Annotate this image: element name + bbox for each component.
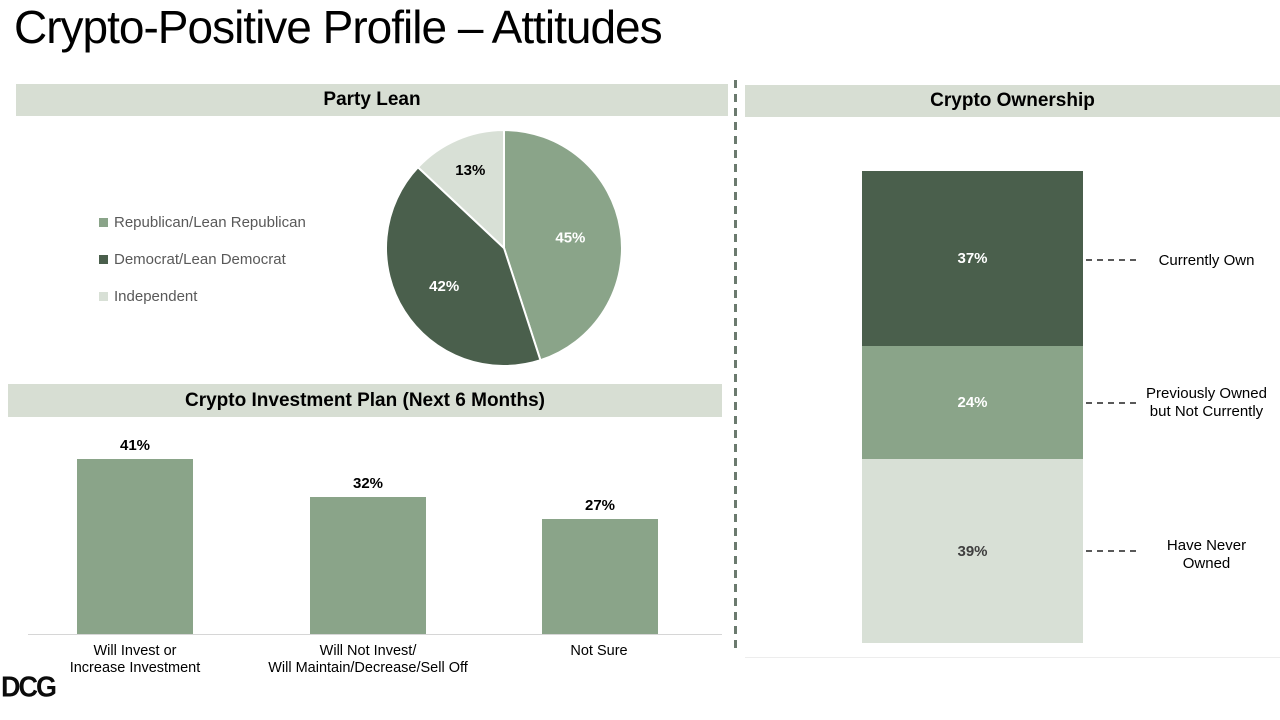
bar-rect: [542, 519, 658, 634]
leader-line-currently-own: [1086, 259, 1136, 261]
legend-item-democrat: Democrat/Lean Democrat: [99, 251, 306, 268]
independent-swatch: [99, 292, 108, 301]
legend-label: Republican/Lean Republican: [114, 214, 306, 231]
investment-plan-title: Crypto Investment Plan (Next 6 Months): [185, 389, 545, 411]
ownership-label: Previously Owned but Not Currently: [1146, 385, 1267, 420]
party-lean-header: Party Lean: [16, 84, 728, 116]
bar-chart-axis: [28, 634, 722, 635]
legend-label: Democrat/Lean Democrat: [114, 251, 286, 268]
bar-not-sure: 27%: [542, 497, 658, 634]
pie-slice-label: 13%: [455, 162, 485, 179]
democrat-swatch: [99, 255, 108, 264]
bar-value-label: 41%: [119, 437, 151, 454]
bar-rect: [310, 497, 426, 634]
pie-slice: [416, 128, 505, 251]
segment-value-label: 37%: [957, 250, 988, 267]
pie-chart-svg: 45% 42% 13%: [385, 128, 623, 367]
ownership-stacked-bar: 37% 24% 39%: [862, 171, 1083, 643]
bar-will-not-invest: 32%: [310, 475, 426, 634]
bar-category-label: Will Not Invest/ Will Maintain/Decrease/…: [268, 643, 468, 677]
crypto-ownership-header: Crypto Ownership: [745, 85, 1280, 117]
ownership-label: Have Never Owned: [1166, 537, 1247, 572]
segment-value-label: 24%: [957, 394, 988, 411]
ownership-baseline: [745, 657, 1280, 658]
bar-value-label: 32%: [352, 475, 384, 492]
dcg-logo: DCG: [1, 671, 57, 703]
bar-value-label: 27%: [584, 497, 616, 514]
legend-item-independent: Independent: [99, 288, 306, 305]
pie-slice-label: 45%: [555, 230, 585, 247]
bar-will-invest: 41%: [77, 437, 193, 634]
page-title: Crypto-Positive Profile – Attitudes: [14, 1, 663, 53]
leader-line-never-owned: [1086, 550, 1136, 552]
segment-value-label: 39%: [957, 542, 988, 560]
pie-slice: [385, 165, 542, 367]
segment-previously-owned: 24%: [862, 346, 1083, 459]
bar-category-label: Will Invest or Increase Investment: [69, 643, 201, 677]
party-lean-legend: Republican/Lean Republican Democrat/Lean…: [99, 214, 306, 325]
pie-slice: [503, 128, 623, 362]
investment-plan-header: Crypto Investment Plan (Next 6 Months): [8, 384, 722, 417]
leader-line-previously-owned: [1086, 402, 1136, 404]
pie-slice-label: 42%: [429, 278, 459, 295]
party-lean-title: Party Lean: [323, 89, 421, 110]
bar-rect: [77, 459, 193, 634]
legend-label: Independent: [114, 288, 198, 305]
crypto-ownership-title: Crypto Ownership: [930, 90, 1095, 111]
bar-category-label: Not Sure: [570, 643, 628, 659]
party-lean-pie: 45% 42% 13%: [384, 127, 624, 367]
vertical-dashed-divider: [734, 80, 737, 648]
segment-currently-own: 37%: [862, 171, 1083, 346]
segment-never-owned: 39%: [862, 459, 1083, 643]
ownership-label: Currently Own: [1158, 252, 1255, 269]
republican-swatch: [99, 218, 108, 227]
legend-item-republican: Republican/Lean Republican: [99, 214, 306, 231]
